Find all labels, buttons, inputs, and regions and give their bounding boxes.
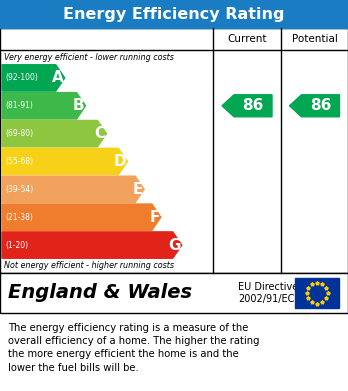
Text: 2002/91/EC: 2002/91/EC <box>238 294 294 304</box>
Text: Very energy efficient - lower running costs: Very energy efficient - lower running co… <box>4 52 174 61</box>
Text: (1-20): (1-20) <box>5 240 28 249</box>
Text: 86: 86 <box>242 98 264 113</box>
Polygon shape <box>2 204 161 230</box>
Text: (69-80): (69-80) <box>5 129 33 138</box>
Bar <box>295 278 339 308</box>
Bar <box>0 0 348 28</box>
Polygon shape <box>290 95 340 117</box>
Text: (39-54): (39-54) <box>5 185 33 194</box>
Polygon shape <box>2 176 144 203</box>
Text: (21-38): (21-38) <box>5 213 33 222</box>
Polygon shape <box>2 93 86 119</box>
Text: E: E <box>133 182 143 197</box>
Text: A: A <box>52 70 64 85</box>
Text: B: B <box>73 98 85 113</box>
Text: F: F <box>149 210 160 225</box>
Text: Not energy efficient - higher running costs: Not energy efficient - higher running co… <box>4 262 174 271</box>
Text: D: D <box>114 154 126 169</box>
Polygon shape <box>2 120 106 147</box>
Text: Potential: Potential <box>292 34 338 44</box>
Text: EU Directive: EU Directive <box>238 282 298 292</box>
Text: Current: Current <box>227 34 267 44</box>
Polygon shape <box>222 95 272 117</box>
Bar <box>0 313 348 391</box>
Polygon shape <box>2 65 65 91</box>
Bar <box>0 28 348 273</box>
Bar <box>0 273 348 313</box>
Text: G: G <box>168 238 181 253</box>
Text: (81-91): (81-91) <box>5 101 33 110</box>
Text: The energy efficiency rating is a measure of the
overall efficiency of a home. T: The energy efficiency rating is a measur… <box>8 323 260 373</box>
Text: (55-68): (55-68) <box>5 157 33 166</box>
Polygon shape <box>2 232 182 258</box>
Text: Energy Efficiency Rating: Energy Efficiency Rating <box>63 7 285 22</box>
Text: (92-100): (92-100) <box>5 74 38 83</box>
Text: C: C <box>94 126 105 141</box>
Text: England & Wales: England & Wales <box>8 283 192 303</box>
Text: 86: 86 <box>310 98 331 113</box>
Polygon shape <box>2 148 127 175</box>
